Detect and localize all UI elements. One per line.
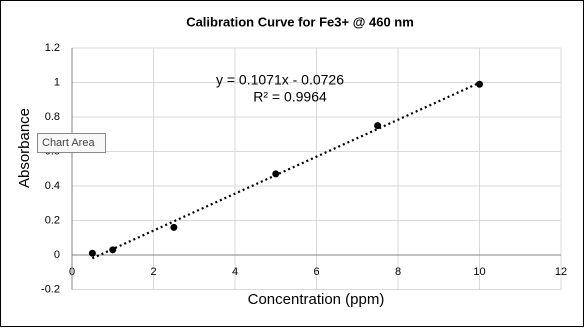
x-tick-label: 8 xyxy=(395,266,401,278)
data-point xyxy=(374,122,382,130)
trendline xyxy=(91,81,480,260)
chart-title: Calibration Curve for Fe3+ @ 460 nm xyxy=(186,14,414,29)
tooltip-box xyxy=(37,133,106,153)
data-point xyxy=(170,223,178,231)
y-tick-label: 1.2 xyxy=(45,42,60,54)
x-tick-label: 12 xyxy=(555,266,567,278)
data-point xyxy=(272,170,280,178)
x-tick-label: 6 xyxy=(313,266,319,278)
trendline-equation: y = 0.1071x - 0.0726 xyxy=(216,72,344,88)
x-axis-label: Concentration (ppm) xyxy=(248,291,385,308)
tooltip: Chart Area xyxy=(37,133,106,153)
data-point xyxy=(476,80,483,88)
x-tick-label: 10 xyxy=(473,266,485,278)
x-tick-label: 2 xyxy=(150,266,156,278)
y-tick-label: 1 xyxy=(54,76,60,88)
y-axis-label: Absorbance xyxy=(16,108,33,188)
r-squared: R² = 0.9964 xyxy=(253,89,327,105)
x-tick-label: 4 xyxy=(232,266,238,278)
data-point xyxy=(109,246,117,254)
y-tick-label: 0.8 xyxy=(45,111,60,123)
y-tick-label: 0.4 xyxy=(45,180,60,192)
y-tick-label: 0.2 xyxy=(45,214,60,226)
y-tick-label: 0 xyxy=(54,249,60,261)
data-point xyxy=(88,249,96,257)
y-tick-label: -0.2 xyxy=(41,283,60,295)
tooltip-text: Chart Area xyxy=(42,137,95,149)
